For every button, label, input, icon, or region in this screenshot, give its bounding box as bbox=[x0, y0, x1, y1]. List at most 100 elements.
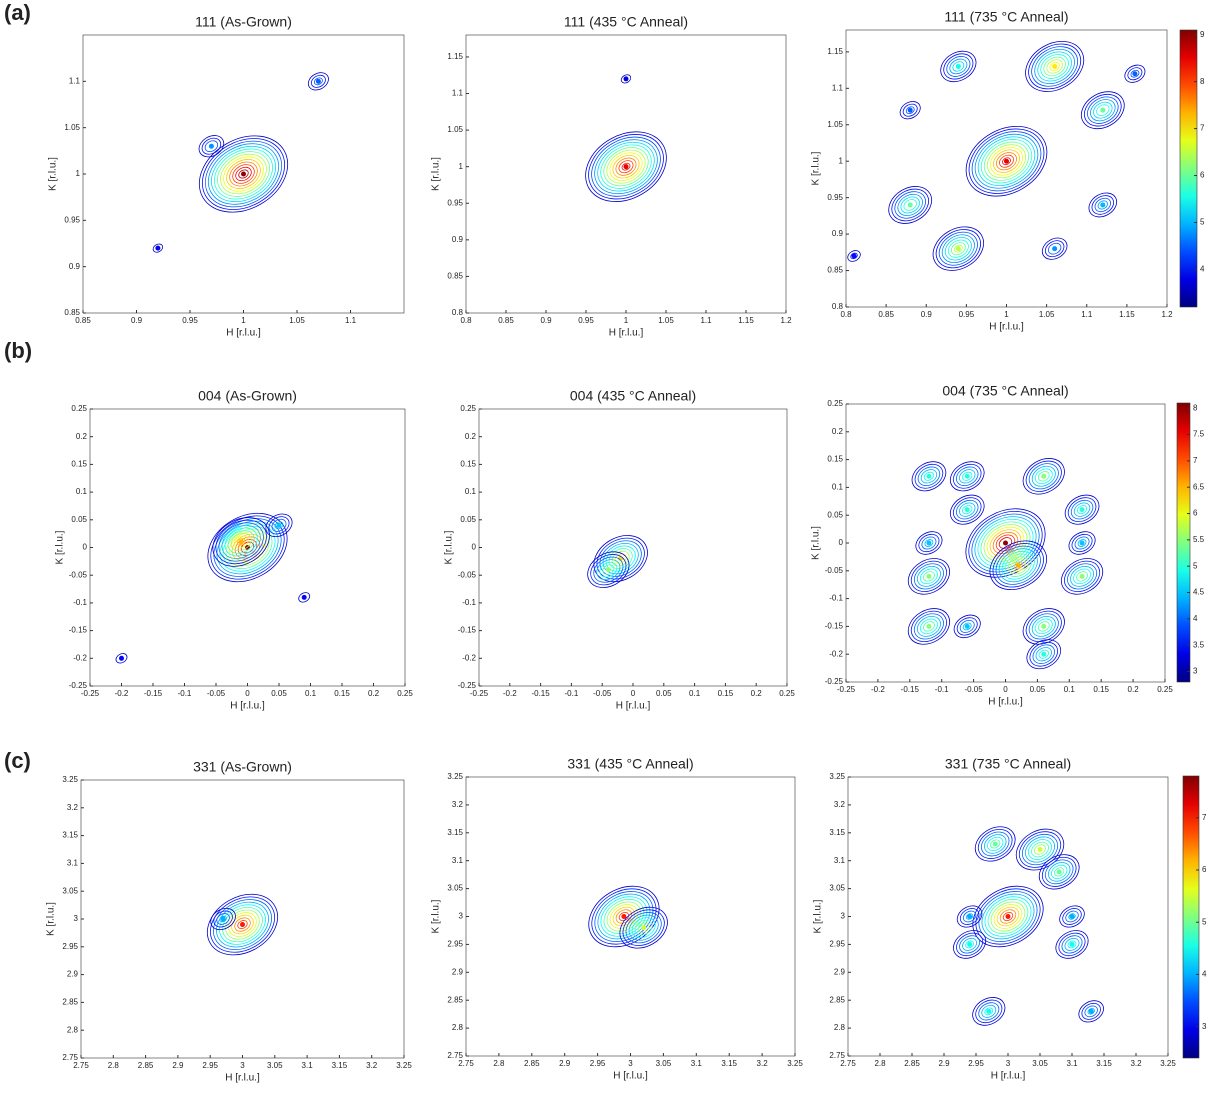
contour-ring bbox=[1046, 59, 1063, 74]
contours bbox=[152, 72, 329, 253]
contour-ring bbox=[980, 521, 1031, 565]
y-tick-label: 0.8 bbox=[832, 302, 844, 311]
peak-core bbox=[1004, 158, 1009, 164]
y-tick-label: 3.15 bbox=[62, 831, 78, 840]
contour-ring bbox=[221, 525, 261, 559]
contour-ring bbox=[1068, 531, 1096, 555]
x-tick-label: 0.15 bbox=[1093, 685, 1109, 694]
contour-ring bbox=[1031, 465, 1056, 487]
contour-ring bbox=[637, 922, 650, 933]
panel-label: (b) bbox=[4, 338, 32, 363]
peak bbox=[1026, 639, 1062, 670]
contour-ring bbox=[1032, 644, 1056, 664]
x-tick-label: 0.05 bbox=[656, 689, 672, 698]
y-tick-label: 0 bbox=[839, 538, 844, 547]
contour-ring bbox=[585, 131, 667, 202]
contour-ring bbox=[989, 529, 1022, 557]
peak bbox=[949, 494, 985, 525]
y-tick-label: 0.2 bbox=[76, 432, 88, 441]
peak-core bbox=[926, 573, 932, 579]
contour-ring bbox=[625, 912, 662, 944]
contour-ring bbox=[950, 242, 966, 256]
contour-ring bbox=[599, 561, 618, 578]
y-axis-label: K [r.l.u.] bbox=[811, 526, 822, 560]
x-tick-label: 2.95 bbox=[590, 1059, 606, 1068]
x-axis-label: H [r.l.u.] bbox=[616, 701, 651, 712]
peak-core bbox=[1005, 914, 1011, 919]
peak bbox=[899, 101, 921, 120]
y-tick-label: 1.15 bbox=[827, 47, 843, 56]
contour-ring bbox=[1044, 859, 1074, 885]
y-axis-label: K [r.l.u.] bbox=[55, 530, 66, 564]
contour-ring bbox=[232, 164, 255, 184]
contour-ring bbox=[923, 621, 935, 632]
peak bbox=[265, 513, 293, 538]
peak-core bbox=[1041, 473, 1047, 479]
contour-ring bbox=[992, 543, 1044, 588]
y-tick-label: 3.2 bbox=[67, 803, 79, 812]
contour-ring bbox=[1025, 610, 1062, 643]
peak-core bbox=[964, 507, 970, 513]
colorbar-tick-label: 5 bbox=[1193, 561, 1198, 570]
contour-ring bbox=[913, 613, 944, 640]
y-tick-label: 0.05 bbox=[827, 510, 843, 519]
contour-ring bbox=[992, 149, 1021, 173]
x-tick-label: 3 bbox=[240, 1061, 245, 1070]
x-tick-label: -0.15 bbox=[144, 689, 163, 698]
x-tick-label: 0.2 bbox=[368, 689, 380, 698]
panel-label: (a) bbox=[4, 0, 31, 25]
contour-ring bbox=[959, 935, 981, 954]
contour-ring bbox=[1093, 101, 1113, 119]
y-tick-label: 0.25 bbox=[460, 404, 476, 413]
contour-ring bbox=[621, 162, 631, 171]
contour-ring bbox=[952, 61, 965, 72]
contour-ring bbox=[216, 901, 269, 948]
colorbar-tick-label: 7 bbox=[1200, 124, 1205, 133]
contour-ring bbox=[972, 997, 1006, 1026]
contours bbox=[588, 885, 668, 949]
colorbar-tick-label: 5 bbox=[1200, 218, 1205, 227]
contour-ring bbox=[993, 904, 1023, 929]
y-tick-label: 0.2 bbox=[832, 427, 844, 436]
y-tick-label: 3.2 bbox=[452, 800, 464, 809]
contour-ring bbox=[1078, 1000, 1104, 1023]
x-tick-label: 1.05 bbox=[1039, 310, 1055, 319]
y-tick-label: 0.15 bbox=[460, 460, 476, 469]
x-tick-label: 3.1 bbox=[1066, 1059, 1078, 1068]
contour-ring bbox=[990, 901, 1026, 932]
peak bbox=[972, 997, 1006, 1026]
contour-ring bbox=[1073, 502, 1091, 517]
contour-ring bbox=[1096, 104, 1110, 117]
contour-ring bbox=[223, 156, 264, 192]
contour-ring bbox=[962, 622, 972, 631]
panel-label: (c) bbox=[4, 748, 31, 773]
contour-ring bbox=[998, 548, 1038, 583]
peak bbox=[115, 653, 128, 664]
x-tick-label: -0.2 bbox=[115, 689, 129, 698]
y-tick-label: -0.2 bbox=[462, 653, 476, 662]
x-tick-label: 2.85 bbox=[904, 1059, 920, 1068]
contour-ring bbox=[959, 502, 976, 517]
x-axis-label: H [r.l.u.] bbox=[226, 328, 261, 339]
peak bbox=[953, 614, 981, 639]
contour-ring bbox=[152, 243, 164, 253]
peak bbox=[965, 125, 1048, 197]
peak-core bbox=[1069, 914, 1075, 919]
contour-ring bbox=[216, 913, 230, 925]
peak-core bbox=[119, 655, 124, 661]
y-tick-label: -0.25 bbox=[825, 677, 844, 686]
contour-ring bbox=[1058, 932, 1086, 957]
peak bbox=[585, 131, 667, 202]
peak bbox=[1025, 41, 1085, 92]
y-axis-label: K [r.l.u.] bbox=[811, 151, 822, 185]
contour-ring bbox=[210, 896, 275, 953]
colorbar bbox=[1182, 775, 1200, 1059]
contour-ring bbox=[1076, 505, 1088, 515]
contour-ring bbox=[984, 896, 1032, 937]
peak-core bbox=[926, 623, 932, 629]
contour-ring bbox=[590, 554, 627, 586]
contour-ring bbox=[1051, 864, 1068, 879]
x-tick-label: 0.25 bbox=[1157, 685, 1173, 694]
x-tick-label: 2.85 bbox=[138, 1061, 154, 1070]
contour-ring bbox=[1037, 471, 1050, 482]
